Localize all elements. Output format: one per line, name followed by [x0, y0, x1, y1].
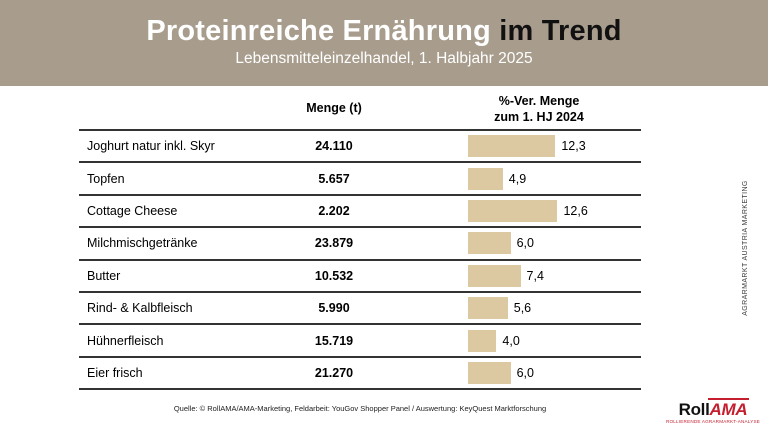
change-bar — [468, 167, 503, 190]
product-label: Rind- & Kalbfleisch — [87, 301, 193, 316]
column-header-change-line1: %-Ver. Menge — [498, 94, 580, 108]
rollama-logo-tagline: ROLLIERENDE AGRARMARKT-ANALYSE — [666, 419, 760, 425]
menge-value: 5.657 — [318, 171, 350, 186]
menge-value: 24.110 — [315, 139, 353, 154]
rollama-logo-roll: Roll — [678, 399, 710, 419]
change-bar — [468, 297, 508, 320]
product-label: Cottage Cheese — [87, 203, 178, 218]
product-label: Hühnerfleisch — [87, 333, 164, 348]
product-label: Joghurt natur inkl. Skyr — [87, 139, 215, 154]
page-subtitle: Lebensmitteleinzelhandel, 1. Halbjahr 20… — [235, 50, 533, 67]
table-row: Topfen 5.657 4,9 — [79, 163, 641, 196]
change-value-label: 7,4 — [526, 268, 544, 283]
change-bar — [468, 135, 556, 158]
change-value-label: 12,3 — [561, 139, 586, 154]
change-bar — [468, 199, 558, 222]
menge-value: 10.532 — [314, 268, 354, 283]
rollama-logo-wordmark: RollAMA — [666, 401, 760, 418]
change-value-label: 4,9 — [508, 171, 527, 186]
change-bar — [468, 329, 497, 352]
change-value-label: 6,0 — [516, 365, 534, 380]
data-table: Joghurt natur inkl. Skyr 24.110 12,3 Topfen… — [79, 129, 641, 391]
change-bar — [468, 264, 521, 287]
change-value-label: 5,6 — [513, 301, 532, 316]
product-label: Butter — [87, 268, 121, 283]
page-title-accent: im Trend — [490, 15, 622, 47]
vertical-side-text-label: AGRARMARKT AUSTRIA MARKETING — [742, 180, 749, 316]
rollama-logo-ama: AMA — [709, 399, 748, 419]
product-label: Topfen — [87, 171, 125, 186]
page-title: Proteinreiche Ernährung im Trend — [0, 14, 768, 48]
product-label: Eier frisch — [87, 365, 143, 380]
table-row: Milchmischgetränke 23.879 6,0 — [79, 228, 641, 261]
menge-value: 5.990 — [318, 301, 350, 316]
column-header-menge: Menge (t) — [306, 101, 362, 115]
product-label: Milchmischgetränke — [87, 236, 198, 251]
menge-value: 15.719 — [314, 333, 354, 348]
table-row: Rind- & Kalbfleisch 5.990 5,6 — [79, 293, 641, 326]
change-value-label: 6,0 — [516, 236, 534, 251]
table-row: Cottage Cheese 2.202 12,6 — [79, 196, 641, 229]
table-row: Eier frisch 21.270 6,0 — [79, 358, 641, 391]
change-value-label: 4,0 — [502, 333, 520, 348]
header-band: Proteinreiche Ernährung im Trend Lebensm… — [0, 0, 768, 86]
change-value-label: 12,6 — [563, 203, 588, 218]
table-row: Joghurt natur inkl. Skyr 24.110 12,3 — [79, 131, 641, 164]
change-bar — [468, 361, 511, 384]
page-title-main: Proteinreiche Ernährung — [146, 15, 491, 47]
rollama-logo: RollAMA ROLLIERENDE AGRARMARKT-ANALYSE — [666, 401, 760, 425]
change-bar — [468, 232, 511, 255]
column-header-change: %-Ver. Menge zum 1. HJ 2024 — [464, 93, 614, 125]
column-header-change-line2: zum 1. HJ 2024 — [494, 110, 584, 124]
source-note: Quelle: © RollAMA/AMA-Marketing, Feldarb… — [173, 404, 547, 413]
table-row: Hühnerfleisch 15.719 4,0 — [79, 325, 641, 358]
menge-value: 21.270 — [314, 365, 354, 380]
menge-value: 23.879 — [314, 236, 354, 251]
menge-value: 2.202 — [318, 203, 350, 218]
table-row: Butter 10.532 7,4 — [79, 261, 641, 293]
